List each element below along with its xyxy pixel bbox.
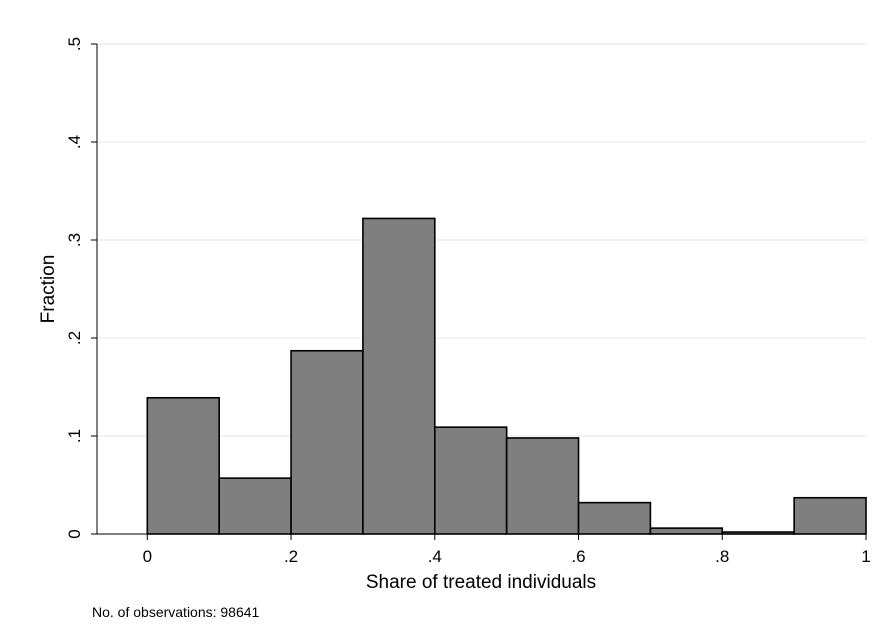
histogram-bar [146, 396, 220, 535]
x-tick-label: .2 [284, 547, 298, 566]
x-tick-label: 0 [143, 547, 152, 566]
gridlines [97, 43, 866, 437]
histogram-bar [793, 496, 867, 535]
y-tick-label: .5 [65, 37, 84, 51]
x-tick-label: .6 [571, 547, 585, 566]
y-tick-label: .4 [65, 135, 84, 149]
histogram-bar [577, 501, 652, 535]
histogram-bar [362, 217, 436, 535]
histogram-bar [649, 527, 724, 535]
axes [96, 44, 866, 535]
ticks: 0 .1 .2 .3 .4 .5 0 .2 .4 .6 .8 1 [65, 37, 871, 566]
histogram-bar [505, 437, 580, 535]
y-tick-label: .3 [65, 233, 84, 247]
x-axis-title: Share of treated individuals [366, 572, 596, 593]
y-tick-label: 0 [65, 529, 84, 538]
bars [146, 217, 867, 535]
histogram-bar [433, 426, 508, 535]
y-axis-title: Fraction [38, 255, 59, 324]
histogram-bar [218, 477, 292, 535]
x-tick-label: .4 [428, 547, 442, 566]
y-tick-label: .1 [65, 429, 84, 443]
x-tick-label: 1 [861, 547, 870, 566]
histogram-bar [290, 349, 364, 535]
y-tick-label: .2 [65, 331, 84, 345]
observations-note: No. of observations: 98641 [92, 604, 260, 620]
x-tick-label: .8 [715, 547, 729, 566]
